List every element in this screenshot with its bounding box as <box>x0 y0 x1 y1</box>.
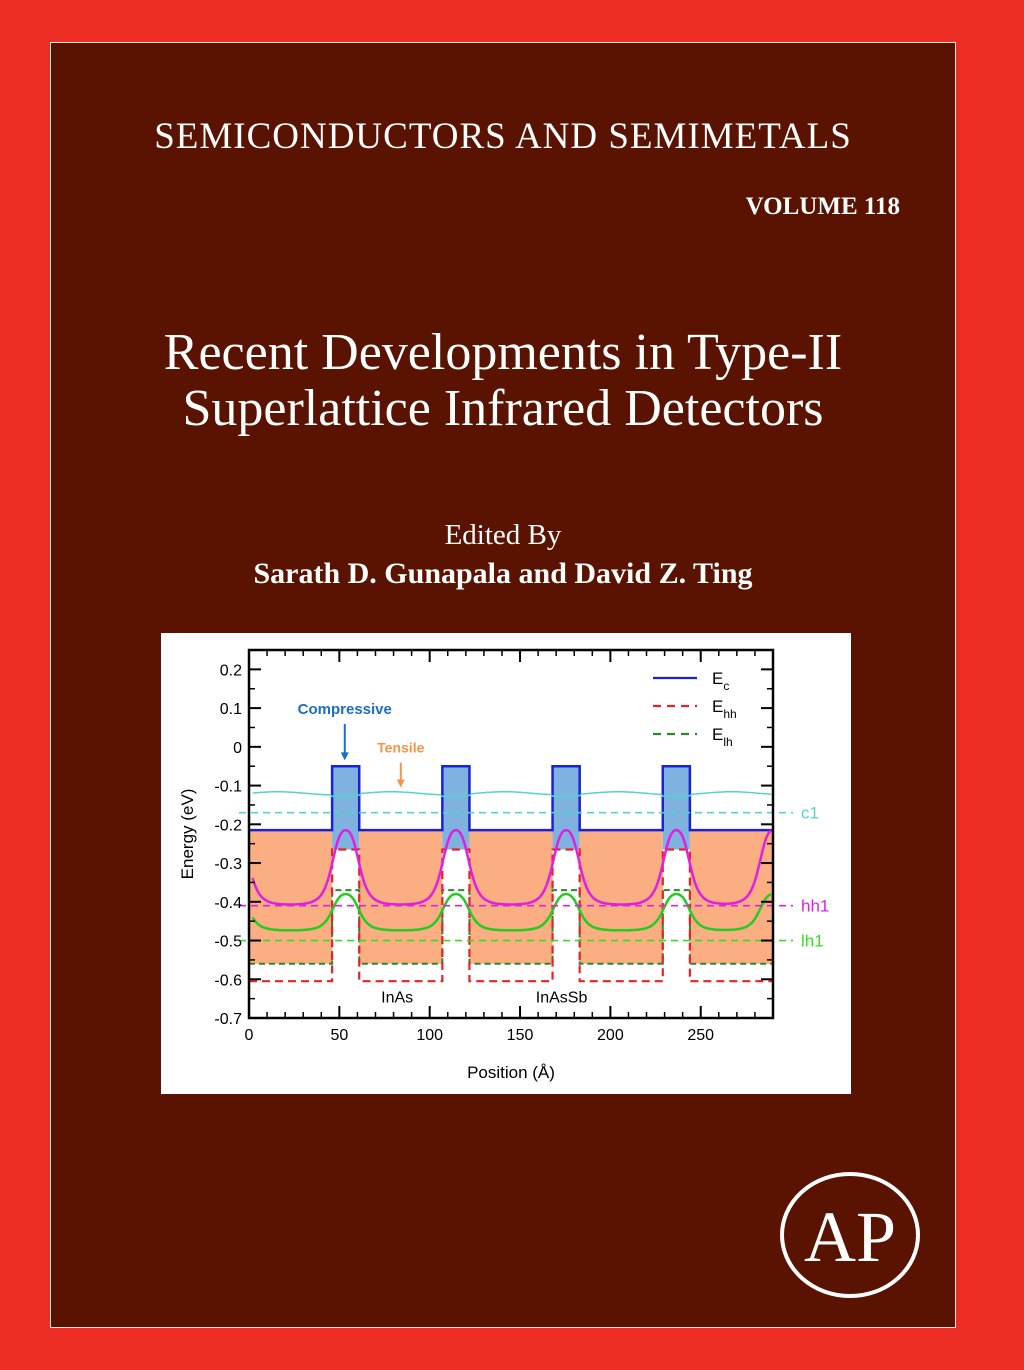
y-tick-label: -0.1 <box>214 779 242 796</box>
logo-text: AP <box>804 1197 896 1277</box>
x-tick-label: 200 <box>597 1027 624 1044</box>
y-tick-label: -0.3 <box>214 856 242 873</box>
inas-fill <box>442 766 470 850</box>
legend-subscript: lh <box>723 735 732 749</box>
arrowhead-icon <box>340 752 349 761</box>
x-tick-label: 100 <box>416 1027 443 1044</box>
cover-panel: SEMICONDUCTORS AND SEMIMETALS VOLUME 118… <box>50 42 956 1328</box>
legend-subscript: hh <box>723 707 736 721</box>
book-title: Recent Developments in Type-II Superlatt… <box>51 325 955 437</box>
wavefunction-lh1 <box>251 892 772 932</box>
arrowhead-icon <box>396 779 405 788</box>
y-tick-label: -0.2 <box>214 817 242 834</box>
y-tick-label: 0.1 <box>220 701 242 718</box>
x-tick-label: 50 <box>330 1027 348 1044</box>
y-tick-label: 0.2 <box>220 662 242 679</box>
wavefunction-hh1 <box>251 828 773 906</box>
level-label-c1: c1 <box>801 804 819 823</box>
series-title: SEMICONDUCTORS AND SEMIMETALS <box>154 116 852 157</box>
ec-line <box>249 764 773 832</box>
x-axis-label: Position (Å) <box>467 1063 555 1082</box>
x-tick-label: 0 <box>245 1027 254 1044</box>
level-label-hh1: hh1 <box>801 897 829 916</box>
layer-label-inassb: InAsSb <box>536 990 588 1007</box>
cover-chart: c1 hh1 lh1 0.2 0.1 0 -0.1 -0.2 -0.3 -0.4 -0.5 -0.6 -… <box>161 633 851 1094</box>
volume-number: VOLUME 118 <box>745 193 900 220</box>
legend-label: Ec <box>712 669 729 693</box>
plot-frame <box>247 648 775 1020</box>
y-axis-label: Energy (eV) <box>178 789 197 880</box>
annotation-tensile: Tensile <box>377 740 424 756</box>
elh-line <box>249 889 773 965</box>
legend-label: Ehh <box>712 697 737 721</box>
title-line-1: Recent Developments in Type-II <box>163 324 843 381</box>
y-tick-label: 0 <box>233 740 242 757</box>
band-diagram: c1 hh1 lh1 0.2 0.1 0 -0.1 -0.2 -0.3 -0.4 -0.5 -0.6 -… <box>178 648 829 1082</box>
level-label-lh1: lh1 <box>801 932 824 951</box>
y-tick-label: -0.6 <box>214 972 242 989</box>
inas-fill <box>662 766 690 850</box>
legend-subscript: c <box>723 679 729 693</box>
x-tick-label: 250 <box>687 1027 714 1044</box>
edited-by-label: Edited By <box>444 519 562 551</box>
editors: Sarath D. Gunapala and David Z. Ting <box>253 557 753 590</box>
y-tick-label: -0.7 <box>214 1011 242 1028</box>
y-tick-label: -0.5 <box>214 934 242 951</box>
y-tick-label: -0.4 <box>214 895 242 912</box>
wavefunction-c1 <box>252 791 772 798</box>
publisher-logo: AP <box>780 1172 920 1298</box>
inas-fill <box>332 766 360 850</box>
legend-label: Elh <box>712 725 733 749</box>
x-tick-label: 150 <box>507 1027 534 1044</box>
title-line-2: Superlattice Infrared Detectors <box>182 380 824 437</box>
inas-fill <box>552 766 580 850</box>
layer-label-inas: InAs <box>381 990 413 1007</box>
annotation-compressive: Compressive <box>298 701 392 718</box>
